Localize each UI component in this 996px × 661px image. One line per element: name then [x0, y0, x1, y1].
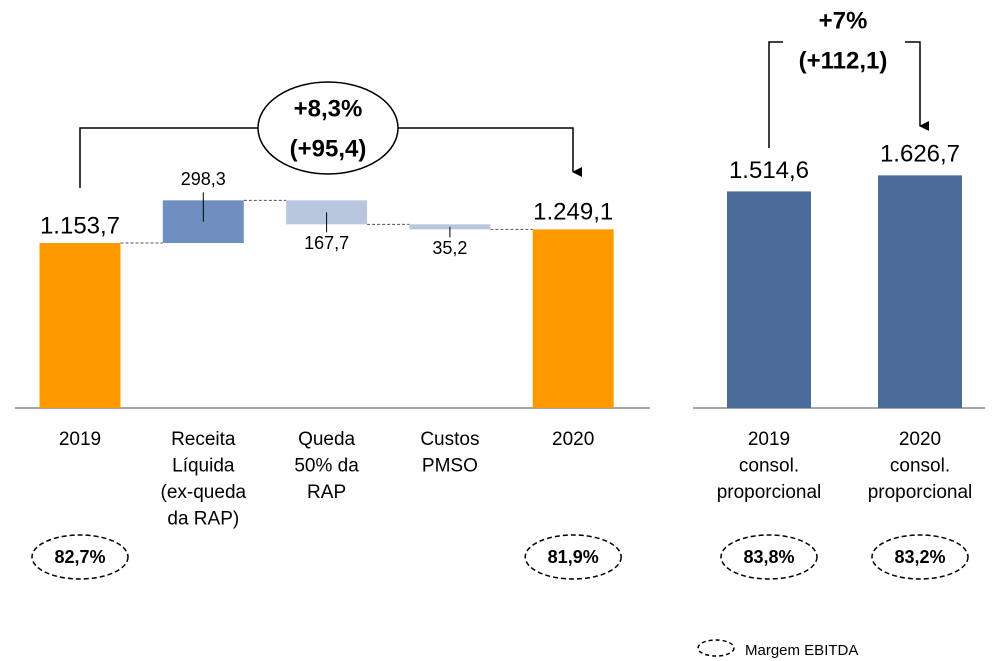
margin-ellipse: [720, 534, 818, 580]
x-tick-label: 2020: [552, 429, 594, 450]
x-tick-label: consol.: [739, 456, 799, 477]
x-tick-label: 50% da: [294, 456, 359, 477]
margin-ellipse: [871, 534, 969, 580]
margin-label: 81,9%: [548, 547, 599, 567]
x-tick-label: Custos: [420, 429, 479, 450]
x-tick-label: proporcional: [717, 482, 822, 503]
x-tick-label: RAP: [307, 482, 346, 503]
x-tick-label: Queda: [298, 429, 355, 450]
margin-label: 82,7%: [54, 547, 105, 567]
x-tick-label: da RAP): [167, 509, 239, 530]
value-label: 35,2: [432, 238, 467, 258]
x-tick-label: 2019: [748, 429, 790, 450]
annotation: +8,3%: [294, 95, 363, 122]
value-label: 298,3: [181, 169, 226, 189]
x-tick-label: 2020: [899, 429, 941, 450]
value-label: 1.153,7: [40, 212, 120, 239]
annotation: (+112,1): [799, 47, 888, 74]
margin-ellipse: [31, 534, 129, 580]
x-tick-label: consol.: [890, 456, 950, 477]
bracket: [768, 41, 783, 148]
value-label: 1.626,7: [880, 141, 960, 168]
legend-icon: [697, 639, 735, 657]
value-label: 167,7: [304, 233, 349, 253]
x-tick-label: (ex-queda: [161, 482, 247, 503]
x-tick-label: PMSO: [422, 456, 478, 477]
x-tick-label: Receita: [171, 429, 236, 450]
margin-label: 83,2%: [894, 547, 945, 567]
annotation: +7%: [819, 7, 868, 34]
value-label: 1.514,6: [729, 157, 809, 184]
margin-ellipse: [524, 534, 622, 580]
bracket: [905, 41, 929, 131]
bar: [878, 175, 962, 408]
margin-label: 83,8%: [743, 547, 794, 567]
bar: [532, 229, 614, 408]
bar: [39, 243, 121, 408]
x-tick-label: 2019: [59, 429, 101, 450]
x-tick-label: proporcional: [868, 482, 973, 503]
x-tick-label: Líquida: [172, 456, 235, 477]
value-label: 1.249,1: [533, 199, 613, 226]
legend-label: Margem EBITDA: [745, 642, 858, 659]
annotation-ellipse: [257, 81, 399, 175]
bar: [727, 191, 811, 408]
annotation: (+95,4): [290, 135, 367, 162]
